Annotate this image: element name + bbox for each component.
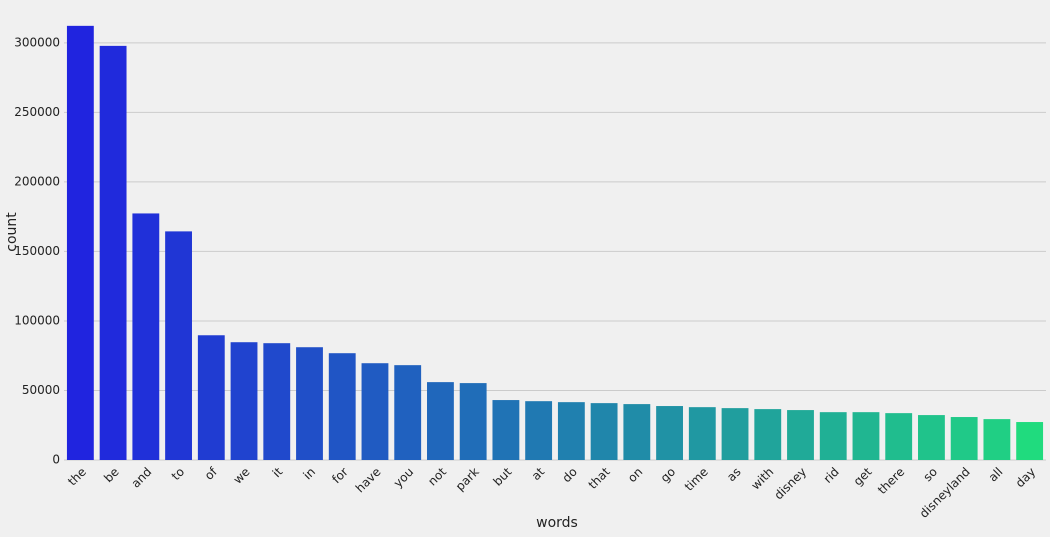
- bar: [132, 213, 160, 460]
- bar: [983, 419, 1011, 460]
- bar: [688, 407, 716, 460]
- bar: [99, 45, 127, 460]
- bar: [427, 382, 454, 460]
- y-tick-label: 200000: [14, 174, 60, 188]
- bar: [623, 404, 651, 460]
- bar: [819, 412, 847, 460]
- y-axis-title: count: [4, 212, 20, 252]
- bar: [787, 410, 814, 460]
- y-tick-label: 250000: [14, 105, 60, 119]
- bar: [950, 417, 978, 460]
- y-tick-label: 50000: [22, 383, 60, 397]
- y-tick-label: 0: [52, 453, 60, 467]
- bar: [165, 231, 192, 460]
- bar: [1016, 422, 1044, 460]
- bar: [656, 406, 683, 460]
- bar: [590, 403, 618, 460]
- bar: [459, 383, 487, 460]
- bar: [296, 347, 323, 460]
- bar: [918, 415, 945, 460]
- bar: [66, 25, 94, 461]
- bar: [557, 402, 585, 460]
- y-tick-label: 300000: [14, 35, 60, 49]
- bar: [361, 363, 389, 460]
- bar: [525, 401, 553, 460]
- bar: [492, 400, 520, 460]
- y-tick-label: 150000: [14, 244, 60, 258]
- bar: [197, 335, 225, 460]
- y-tick-label: 100000: [14, 313, 60, 327]
- bar: [328, 353, 356, 460]
- x-axis-title: words: [536, 515, 578, 531]
- bar: [721, 408, 749, 460]
- bar: [263, 343, 291, 460]
- bar: [885, 413, 913, 460]
- bar: [852, 412, 880, 460]
- bar: [230, 342, 258, 460]
- bar: [394, 365, 422, 460]
- bar: [754, 409, 782, 460]
